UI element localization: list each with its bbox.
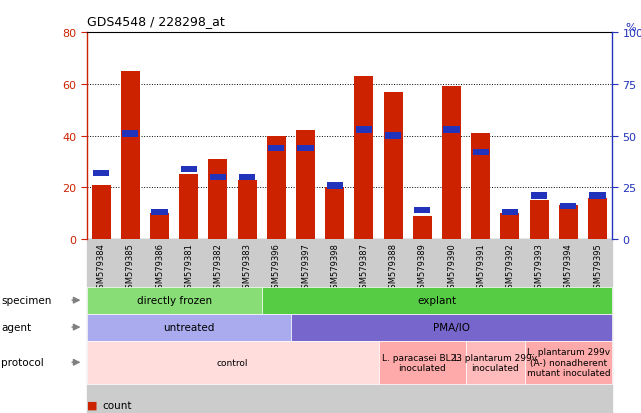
Text: protocol: protocol xyxy=(1,357,44,368)
Bar xyxy=(325,188,344,240)
Bar xyxy=(466,240,495,413)
Bar xyxy=(444,127,460,133)
Text: count: count xyxy=(103,400,132,410)
Bar xyxy=(121,72,140,240)
Bar xyxy=(151,209,167,216)
Text: ■: ■ xyxy=(87,400,97,410)
Text: GDS4548 / 228298_at: GDS4548 / 228298_at xyxy=(87,15,224,28)
Bar xyxy=(414,207,430,214)
Text: L. plantarum 299v
(A-) nonadherent
mutant inoculated: L. plantarum 299v (A-) nonadherent mutan… xyxy=(526,348,610,377)
Bar xyxy=(583,240,612,413)
Bar xyxy=(181,166,197,173)
Bar xyxy=(116,240,145,413)
Bar xyxy=(590,193,606,199)
Bar xyxy=(327,183,343,189)
Text: agent: agent xyxy=(1,322,31,332)
Bar xyxy=(442,87,461,240)
Text: untreated: untreated xyxy=(163,322,215,332)
Bar xyxy=(296,131,315,240)
Text: percentile rank within the sample: percentile rank within the sample xyxy=(103,412,278,413)
Bar xyxy=(531,193,547,199)
Text: control: control xyxy=(217,358,248,367)
Bar xyxy=(267,136,286,240)
Bar xyxy=(349,240,379,413)
Bar xyxy=(384,93,403,240)
Bar xyxy=(408,240,437,413)
Bar xyxy=(385,133,401,140)
Bar xyxy=(150,214,169,240)
Bar xyxy=(269,145,285,152)
Text: directly frozen: directly frozen xyxy=(137,295,212,306)
Bar xyxy=(354,77,374,240)
Bar xyxy=(291,240,320,413)
Bar xyxy=(524,240,554,413)
Bar xyxy=(297,145,313,152)
Text: L. paracasei BL23
inoculated: L. paracasei BL23 inoculated xyxy=(382,353,462,372)
Bar xyxy=(502,209,518,216)
Bar xyxy=(588,198,607,240)
Bar xyxy=(471,134,490,240)
Bar xyxy=(203,240,233,413)
Bar xyxy=(413,216,432,240)
Bar xyxy=(262,240,291,413)
Bar xyxy=(320,240,349,413)
Bar xyxy=(560,203,576,210)
Text: ■: ■ xyxy=(87,412,97,413)
Bar xyxy=(174,240,203,413)
Bar xyxy=(179,175,198,240)
Bar xyxy=(554,240,583,413)
Bar xyxy=(93,170,109,177)
Bar xyxy=(87,240,116,413)
Bar xyxy=(472,150,489,156)
Bar xyxy=(501,214,519,240)
Text: specimen: specimen xyxy=(1,295,52,306)
Bar xyxy=(210,174,226,181)
Bar xyxy=(92,185,111,240)
Bar xyxy=(379,240,408,413)
Bar xyxy=(356,127,372,133)
Bar xyxy=(238,180,256,240)
Bar xyxy=(233,240,262,413)
Bar xyxy=(122,131,138,138)
Bar xyxy=(239,174,255,181)
Bar xyxy=(145,240,174,413)
Text: PMA/IO: PMA/IO xyxy=(433,322,470,332)
Bar xyxy=(208,159,228,240)
Bar xyxy=(529,201,549,240)
Bar xyxy=(437,240,466,413)
Text: %: % xyxy=(626,23,636,33)
Text: L. plantarum 299v
inoculated: L. plantarum 299v inoculated xyxy=(454,353,537,372)
Bar xyxy=(559,206,578,240)
Bar xyxy=(495,240,524,413)
Text: explant: explant xyxy=(417,295,456,306)
